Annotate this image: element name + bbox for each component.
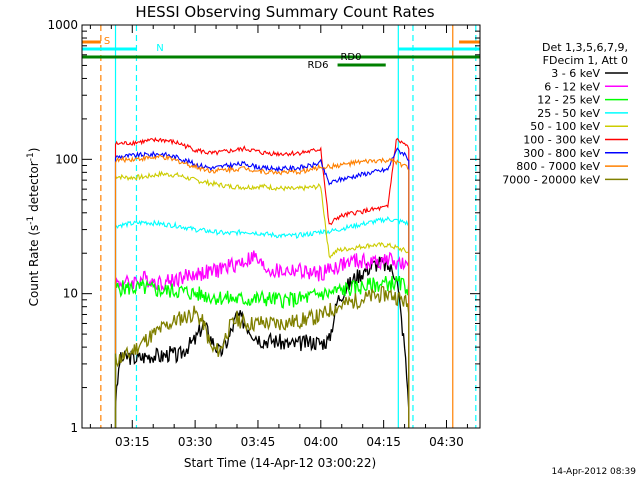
- footer-date: 14-Apr-2012 08:39: [552, 467, 637, 477]
- legend-label-3: 25 - 50 keV: [537, 107, 600, 120]
- plot-border: [81, 24, 481, 429]
- x-tick-label-5: 04:30: [429, 435, 464, 449]
- flag-label-1: N: [156, 43, 163, 54]
- x-axis-label: Start Time (14-Apr-12 03:00:22): [184, 456, 376, 470]
- x-tick-label-0: 03:15: [115, 435, 150, 449]
- y-tick-label-0: 1: [70, 421, 78, 435]
- chart-title: HESSI Observing Summary Count Rates: [135, 3, 434, 21]
- series-line-1: [114, 250, 410, 428]
- legend-label-2: 12 - 25 keV: [537, 94, 600, 107]
- x-tick-label-3: 04:00: [304, 435, 339, 449]
- series-line-0: [114, 256, 410, 428]
- plot-area: [82, 25, 480, 428]
- legend-label-1: 6 - 12 keV: [544, 80, 600, 93]
- x-tick-label-1: 03:30: [178, 435, 213, 449]
- y-axis: 1 10 100 1000: [47, 18, 480, 435]
- legend-label-7: 800 - 7000 keV: [516, 160, 600, 173]
- y-tick-label-3: 1000: [47, 18, 78, 32]
- y-tick-label-1: 10: [63, 287, 78, 301]
- flag-label-0: S: [104, 36, 110, 47]
- series-line-7: [114, 153, 410, 428]
- legend-label-4: 50 - 100 keV: [530, 120, 600, 133]
- plot-frame: [81, 24, 481, 429]
- series-line-2: [114, 275, 410, 428]
- legend-label-5: 100 - 300 keV: [523, 134, 600, 147]
- series-line-4: [114, 170, 410, 428]
- series-line-8: [114, 285, 410, 428]
- flag-bars: S N RD0 RD6: [82, 36, 480, 71]
- legend: Det 1,3,5,6,7,9,FDecim 1, Att 03 - 6 keV…: [502, 41, 628, 186]
- flag-label-4: RD6: [307, 60, 328, 71]
- series-line-6: [114, 147, 410, 428]
- y-tick-label-2: 100: [55, 152, 78, 166]
- series-line-5: [114, 136, 410, 428]
- legend-label-8: 7000 - 20000 keV: [502, 173, 600, 186]
- y-axis-label: Count Rate (s-1 detector-1): [26, 148, 41, 307]
- plot-background: [82, 25, 480, 428]
- x-tick-label-2: 03:45: [241, 435, 276, 449]
- series-layer: [114, 136, 410, 428]
- flag-label-3: RD0: [340, 52, 361, 63]
- legend-label-0: 3 - 6 keV: [551, 67, 600, 80]
- legend-header-0: Det 1,3,5,6,7,9,: [542, 41, 628, 54]
- legend-header-1: FDecim 1, Att 0: [543, 54, 628, 67]
- x-tick-label-4: 04:15: [366, 435, 401, 449]
- x-axis: 03:15 03:30 03:45 04:00 04:15 04:30: [89, 25, 468, 449]
- series-line-3: [114, 216, 410, 428]
- legend-label-6: 300 - 800 keV: [523, 147, 600, 160]
